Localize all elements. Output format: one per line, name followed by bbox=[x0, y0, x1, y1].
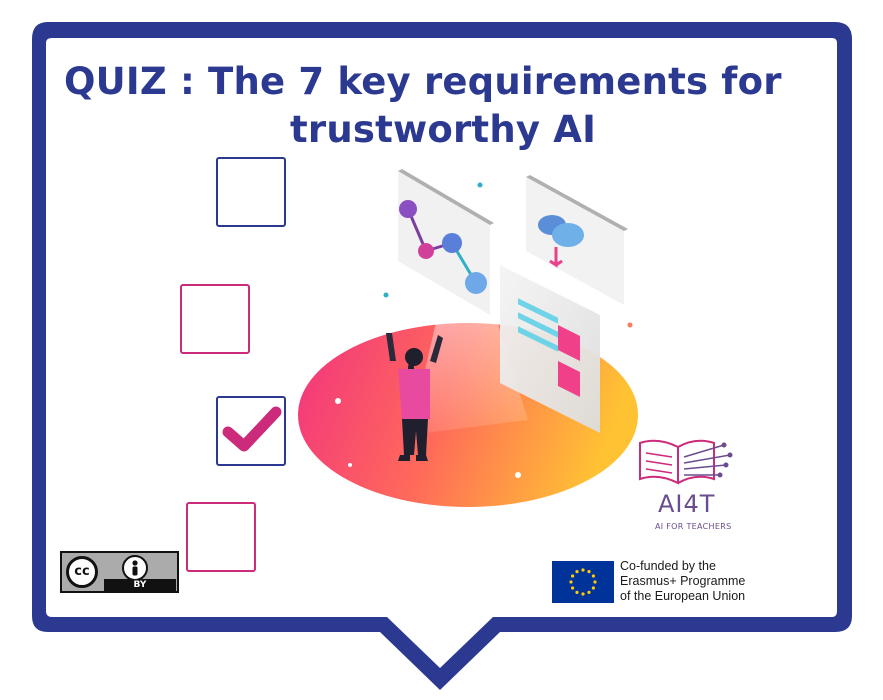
eu-flag-icon bbox=[552, 561, 614, 603]
eu-text-line-1: Co-funded by the bbox=[620, 559, 716, 573]
cc-by-license-badge[interactable]: cc BY bbox=[60, 551, 179, 593]
ai-dashboard-illustration bbox=[298, 169, 638, 507]
checkbox-4[interactable] bbox=[186, 502, 256, 572]
checkbox-1[interactable] bbox=[216, 157, 286, 227]
checkmark-icon bbox=[222, 406, 282, 452]
eu-text-line-2: Erasmus+ Programme bbox=[620, 574, 746, 588]
attribution-person-icon bbox=[122, 555, 148, 581]
eu-text-line-3: of the European Union bbox=[620, 589, 746, 603]
checkbox-2[interactable] bbox=[180, 284, 250, 354]
cc-icon: cc bbox=[66, 556, 98, 588]
title-line-1: QUIZ : The 7 key requirements for bbox=[64, 60, 782, 103]
title-line-2: trustworthy AI bbox=[290, 108, 597, 151]
ai4t-book-circuit-icon bbox=[639, 439, 733, 485]
page-title: QUIZ : The 7 key requirements for trustw… bbox=[40, 58, 800, 154]
checkbox-3-checked[interactable] bbox=[216, 396, 286, 466]
ai4t-logo-name: AI4T bbox=[658, 490, 716, 518]
by-label: BY bbox=[104, 579, 176, 591]
ai4t-logo-subtitle: AI FOR TEACHERS bbox=[655, 522, 732, 531]
eu-cofunded-text: Co-funded by the Erasmus+ Programme of t… bbox=[620, 559, 745, 604]
